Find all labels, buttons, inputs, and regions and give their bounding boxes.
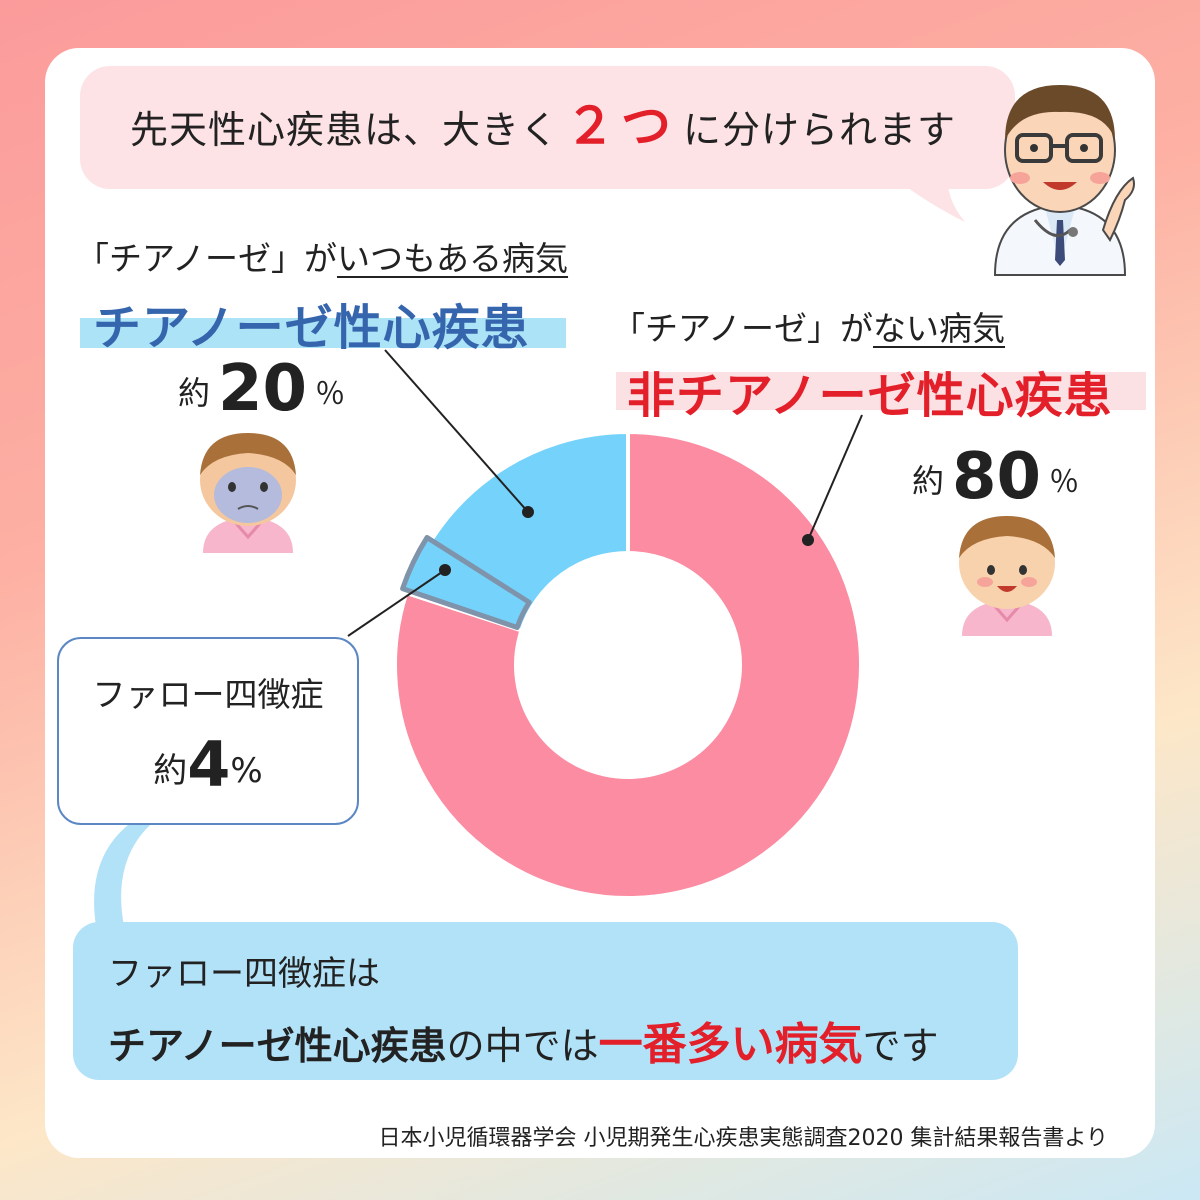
tof-percent: 約4% xyxy=(57,728,359,801)
acyanotic-label: 「チアノーゼ」がない病気 xyxy=(612,302,1005,350)
headline: 先天性心疾患は、大きく ２つ に分けられます xyxy=(130,96,956,160)
summary-line-2: チアノーゼ性心疾患の中では一番多い病気です xyxy=(108,1008,939,1072)
cyanotic-label: 「チアノーゼ」がいつもある病気 xyxy=(76,232,568,280)
summary-line-1: ファロー四徴症は xyxy=(108,954,380,994)
cyanotic-percent: 約 20 ％ xyxy=(178,352,345,426)
headline-text-before: 先天性心疾患は、大きく xyxy=(130,108,560,152)
summary-connector: の中では xyxy=(446,1024,599,1068)
cyanotic-leader-line xyxy=(384,349,529,513)
tof-percent-unit: % xyxy=(230,751,263,791)
acyanotic-leader-line xyxy=(807,414,863,541)
headline-highlight: ２つ xyxy=(565,97,678,155)
tof-name: ファロー四徴症 xyxy=(92,675,324,714)
acyanotic-label-prefix: 「チアノーゼ」が xyxy=(612,309,874,348)
speech-bubble xyxy=(80,66,1015,189)
acyanotic-percent-unit: ％ xyxy=(1049,465,1080,500)
tof-percent-prefix: 約 xyxy=(153,751,188,791)
cyanotic-title-highlight xyxy=(80,318,566,348)
donut-slice-tof xyxy=(400,534,532,630)
acyanotic-label-underlined: ない病気 xyxy=(873,309,1006,348)
acyanotic-title-highlight xyxy=(616,372,1146,410)
acyanotic-percent-prefix: 約 xyxy=(912,462,945,500)
summary-note xyxy=(73,922,1018,1080)
acyanotic-percent-value: 80 xyxy=(952,440,1042,514)
donut-slice-acyanotic xyxy=(393,429,863,900)
source-citation: 日本小児循環器学会 小児期発生心疾患実態調査2020 集計結果報告書より xyxy=(378,1126,1108,1151)
acyanotic-title: 非チアノーゼ性心疾患 xyxy=(627,368,1113,424)
summary-ending: です xyxy=(862,1024,939,1068)
cyanotic-label-underlined: いつもある病気 xyxy=(337,239,569,278)
cyanotic-percent-unit: ％ xyxy=(315,377,346,412)
tof-percent-value: 4 xyxy=(187,728,231,801)
cyanotic-leader-dot xyxy=(522,506,534,518)
summary-highlight: 一番多い病気 xyxy=(598,1019,863,1070)
doctor-illustration xyxy=(993,85,1135,276)
summary-term: チアノーゼ性心疾患 xyxy=(108,1024,447,1068)
acyanotic-leader-dot xyxy=(802,534,814,546)
headline-text-after: に分けられます xyxy=(683,108,957,152)
cyanotic-percent-value: 20 xyxy=(218,352,308,426)
cyanotic-baby-illustration xyxy=(200,433,296,553)
cyanotic-percent-prefix: 約 xyxy=(178,374,211,412)
acyanotic-baby-illustration xyxy=(959,516,1055,636)
tof-callout-box xyxy=(57,637,359,825)
tof-leader-line xyxy=(347,569,446,637)
tof-leader-dot xyxy=(439,564,451,576)
cyanotic-title: チアノーゼ性心疾患 xyxy=(93,300,530,356)
acyanotic-percent: 約 80 ％ xyxy=(912,440,1079,514)
cyanotic-label-prefix: 「チアノーゼ」が xyxy=(76,239,338,278)
